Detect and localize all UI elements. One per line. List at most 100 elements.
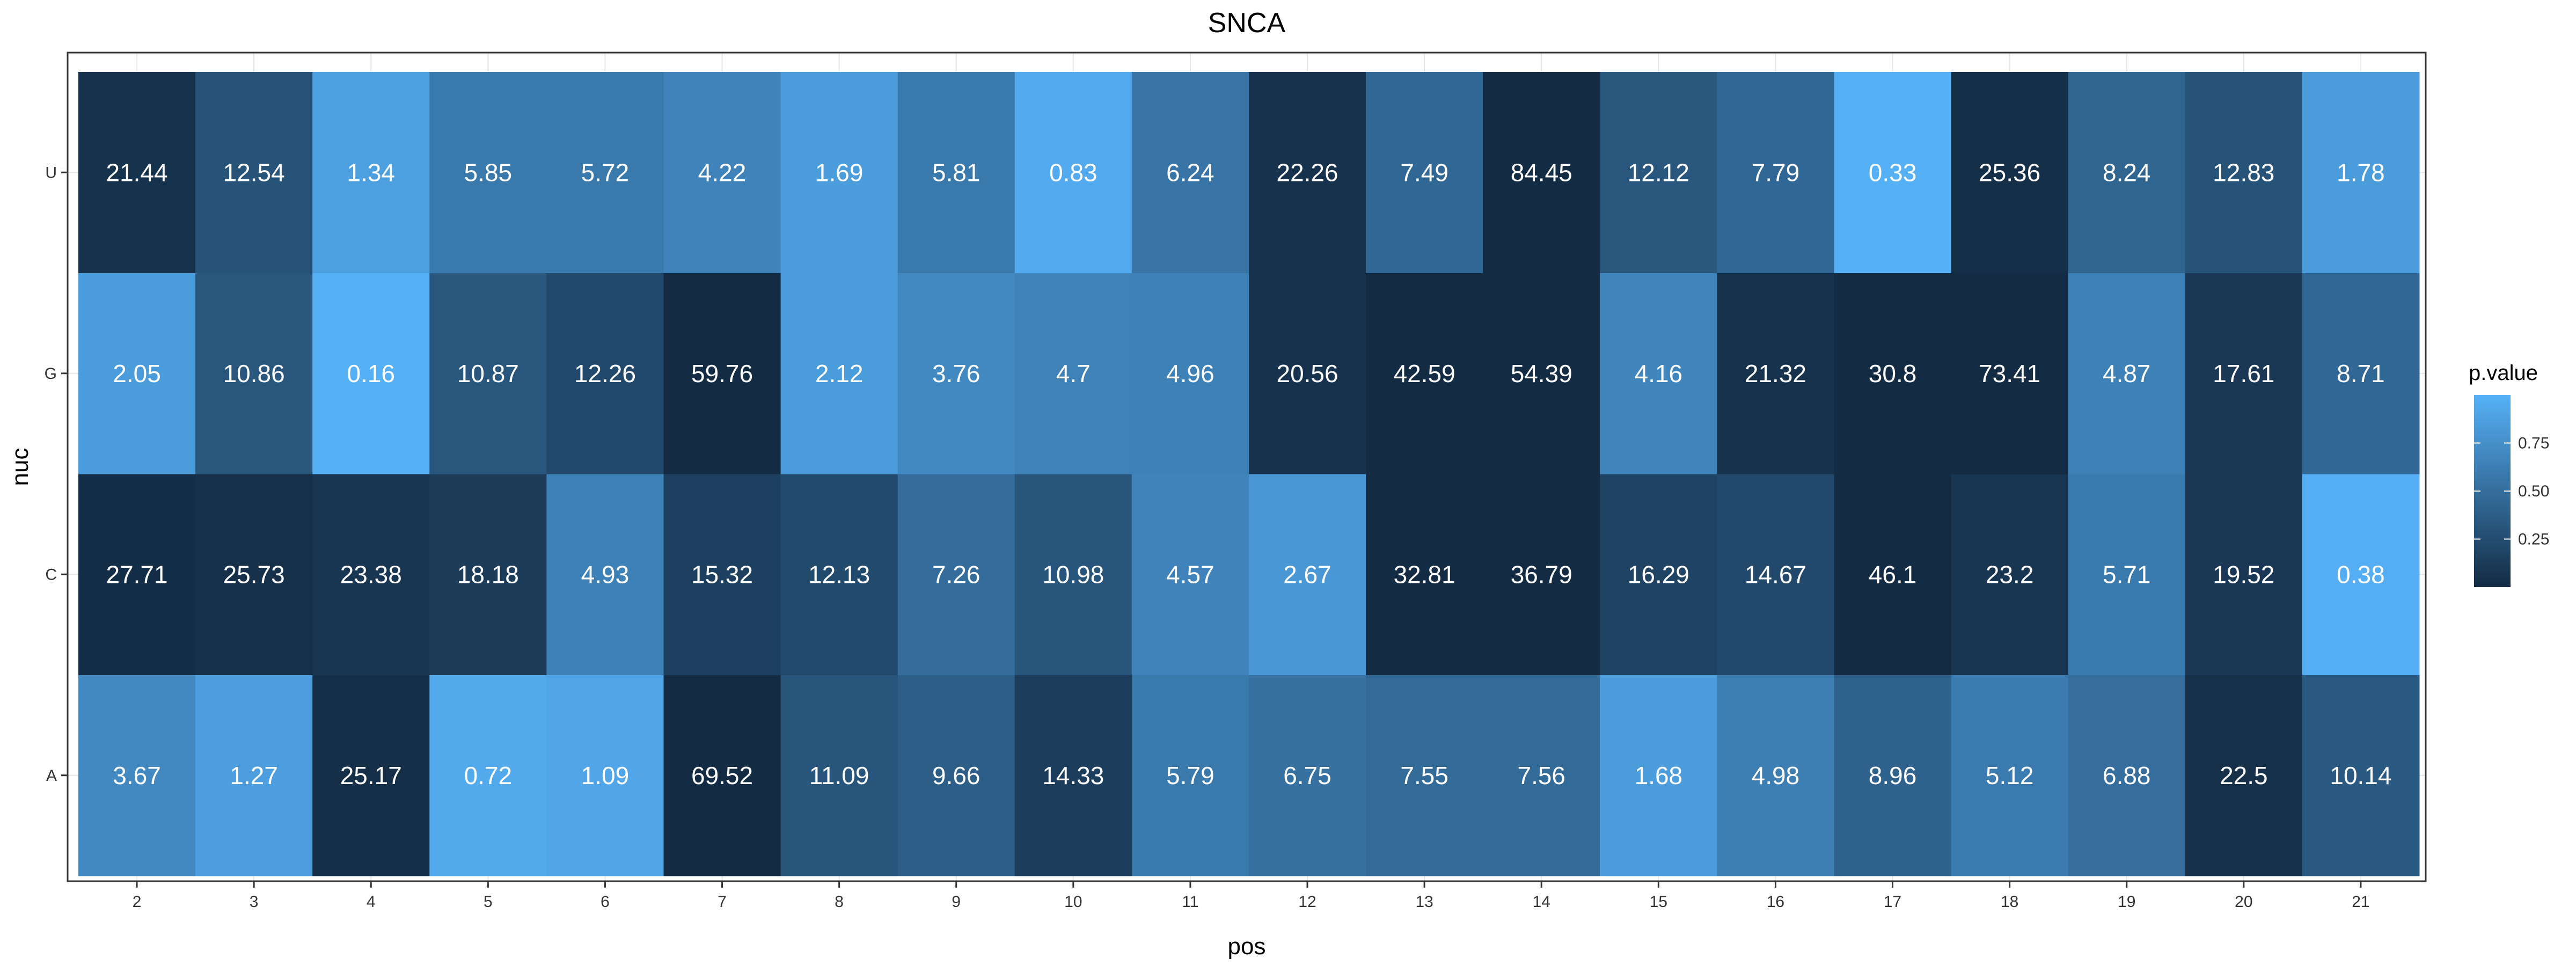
heatmap-cell (663, 675, 781, 876)
y-axis-ticks: A C G U (45, 164, 68, 785)
heatmap-cell (546, 474, 664, 675)
cell-value-label: 4.96 (1166, 360, 1214, 387)
color-legend: p.value 0.25 0.50 0.75 (2469, 361, 2549, 587)
cell-value-label: 1.27 (230, 762, 278, 789)
heatmap-cell (312, 474, 430, 675)
heatmap-cell (2302, 72, 2420, 273)
heatmap-cell (78, 72, 196, 273)
heatmap-cell (2068, 72, 2186, 273)
cell-value-label: 12.13 (808, 560, 870, 588)
cell-value-label: 7.26 (932, 560, 980, 588)
heatmap-cell (2185, 273, 2303, 474)
y-tick-label: A (46, 767, 57, 785)
cell-labels: 3.67 1.27 25.17 0.72 1.09 69.52 11.09 9.66 14.33… (106, 158, 2391, 789)
heatmap-cell (2185, 675, 2303, 876)
heatmap-cell (2068, 675, 2186, 876)
heatmap-cell (195, 72, 313, 273)
legend-tick-label: 0.25 (2518, 531, 2549, 548)
heatmap-cells (78, 72, 2420, 876)
cell-value-label: 3.76 (932, 360, 980, 387)
heatmap-cell (1249, 474, 1366, 675)
heatmap-cell (2302, 675, 2420, 876)
cell-value-label: 12.12 (1628, 158, 1689, 186)
cell-value-label: 2.67 (1283, 560, 1331, 588)
y-axis-title: nuc (7, 448, 33, 486)
cell-value-label: 6.75 (1283, 762, 1331, 789)
cell-value-label: 36.79 (1511, 560, 1572, 588)
cell-value-label: 12.83 (2213, 158, 2274, 186)
cell-value-label: 8.96 (1869, 762, 1917, 789)
heatmap-cell (663, 474, 781, 675)
cell-value-label: 54.39 (1511, 360, 1572, 387)
heatmap-cell (1249, 72, 1366, 273)
x-tick-label: 4 (367, 893, 376, 911)
heatmap-cell (1600, 474, 1717, 675)
cell-value-label: 4.93 (581, 560, 630, 588)
heatmap-cell (78, 474, 196, 675)
cell-value-label: 8.24 (2103, 158, 2151, 186)
x-tick-label: 15 (1650, 893, 1667, 911)
cell-value-label: 20.56 (1276, 360, 1338, 387)
cell-value-label: 1.78 (2337, 158, 2385, 186)
cell-value-label: 3.67 (113, 762, 161, 789)
heatmap-cell (1717, 474, 1834, 675)
x-tick-label: 18 (2001, 893, 2018, 911)
heatmap-cell (1834, 72, 1952, 273)
heatmap-cell (897, 675, 1015, 876)
x-tick-label: 13 (1415, 893, 1433, 911)
cell-value-label: 10.87 (457, 360, 519, 387)
heatmap-cell (663, 273, 781, 474)
heatmap-cell (195, 675, 313, 876)
heatmap-cell (546, 675, 664, 876)
legend-ticks: 0.25 0.50 0.75 (2474, 435, 2549, 548)
cell-value-label: 19.52 (2213, 560, 2274, 588)
heatmap-cell (1131, 72, 1249, 273)
cell-value-label: 16.29 (1628, 560, 1689, 588)
heatmap-cell (195, 273, 313, 474)
cell-value-label: 5.79 (1166, 762, 1214, 789)
cell-value-label: 22.26 (1276, 158, 1338, 186)
x-tick-label: 7 (718, 893, 727, 911)
cell-value-label: 73.41 (1979, 360, 2040, 387)
y-tick-label: G (45, 365, 57, 383)
cell-value-label: 1.09 (581, 762, 630, 789)
y-tick-label: C (45, 566, 57, 583)
heatmap-cell (2185, 72, 2303, 273)
cell-value-label: 0.16 (347, 360, 395, 387)
cell-value-label: 4.98 (1752, 762, 1800, 789)
cell-value-label: 6.88 (2103, 762, 2151, 789)
heatmap-cell (429, 273, 547, 474)
cell-value-label: 17.61 (2213, 360, 2274, 387)
heatmap-cell (78, 273, 196, 474)
x-tick-label: 3 (250, 893, 259, 911)
heatmap-cell (1600, 72, 1717, 273)
heatmap-cell (1834, 675, 1952, 876)
cell-value-label: 7.49 (1400, 158, 1448, 186)
cell-value-label: 14.67 (1745, 560, 1806, 588)
cell-value-label: 7.79 (1752, 158, 1800, 186)
heatmap-cell (195, 474, 313, 675)
heatmap-cell (1131, 474, 1249, 675)
heatmap-cell (1249, 273, 1366, 474)
cell-value-label: 5.71 (2103, 560, 2151, 588)
cell-value-label: 1.69 (815, 158, 863, 186)
legend-title: p.value (2469, 361, 2538, 385)
heatmap-cell (1600, 273, 1717, 474)
legend-tick-label: 0.50 (2518, 482, 2549, 500)
cell-value-label: 25.73 (223, 560, 285, 588)
cell-value-label: 21.44 (106, 158, 167, 186)
cell-value-label: 30.8 (1869, 360, 1917, 387)
heatmap-cell (1131, 273, 1249, 474)
cell-value-label: 46.1 (1869, 560, 1917, 588)
heatmap-cell (1366, 273, 1483, 474)
x-tick-label: 17 (1884, 893, 1901, 911)
cell-value-label: 25.36 (1979, 158, 2040, 186)
x-tick-label: 21 (2352, 893, 2369, 911)
cell-value-label: 14.33 (1042, 762, 1104, 789)
cell-value-label: 0.38 (2337, 560, 2385, 588)
heatmap-cell (897, 72, 1015, 273)
heatmap-cell (1717, 273, 1834, 474)
cell-value-label: 4.22 (698, 158, 747, 186)
cell-value-label: 0.72 (464, 762, 513, 789)
heatmap-cell (1834, 474, 1952, 675)
